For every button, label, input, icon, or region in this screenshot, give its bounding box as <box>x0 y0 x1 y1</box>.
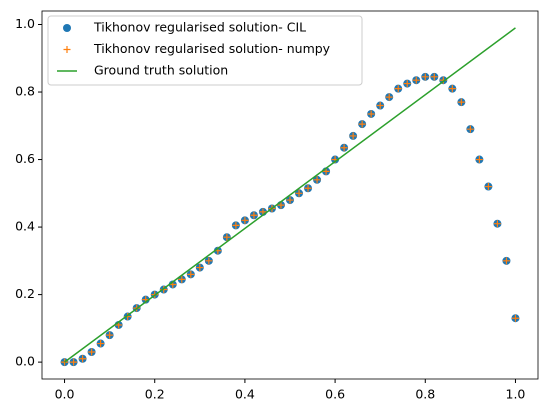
point <box>493 220 501 228</box>
axes-frame <box>41 10 539 380</box>
y-tick-label: 0.0 <box>15 354 35 369</box>
point <box>484 183 492 191</box>
legend-swatch <box>63 46 71 53</box>
point <box>187 270 195 278</box>
point <box>286 196 294 204</box>
point <box>295 189 303 197</box>
point <box>349 132 357 140</box>
point <box>97 340 105 348</box>
legend-label: Ground truth solution <box>94 63 228 78</box>
point <box>88 348 96 356</box>
point <box>304 184 312 192</box>
x-tick-label: 0.2 <box>145 387 165 402</box>
x-tick-label: 0.0 <box>55 387 75 402</box>
point <box>385 93 393 101</box>
legend: Tikhonov regularised solution- CIL Tikhon… <box>47 15 363 86</box>
point <box>340 144 348 152</box>
x-tick-label: 0.6 <box>325 387 345 402</box>
point <box>403 80 411 88</box>
point <box>430 73 438 81</box>
point <box>511 314 519 322</box>
y-tick-label: 0.8 <box>15 84 35 99</box>
point <box>466 125 474 133</box>
y-tick-label: 1.0 <box>15 16 35 31</box>
point <box>457 98 465 106</box>
point <box>241 216 249 224</box>
point <box>178 275 186 283</box>
point <box>376 102 384 110</box>
legend-swatch <box>63 24 71 32</box>
point <box>277 201 285 209</box>
point <box>223 233 231 241</box>
x-tick-label: 1.0 <box>506 387 526 402</box>
line <box>64 27 516 363</box>
point <box>205 257 213 265</box>
point <box>502 257 510 265</box>
point <box>70 358 78 366</box>
y-tick-label: 0.6 <box>15 151 35 166</box>
point <box>196 264 204 272</box>
x-tick-label: 0.4 <box>235 387 255 402</box>
point <box>313 176 321 184</box>
point <box>367 110 375 118</box>
legend-label: Tikhonov regularised solution- numpy <box>93 41 331 56</box>
legend-box <box>47 15 363 86</box>
point <box>475 156 483 164</box>
y-tick-label: 0.4 <box>15 219 35 234</box>
point <box>394 85 402 93</box>
point <box>358 120 366 128</box>
point <box>106 331 114 339</box>
legend-label: Tikhonov regularised solution- CIL <box>93 20 306 35</box>
point <box>448 85 456 93</box>
y-tick-label: 0.2 <box>15 286 35 301</box>
point <box>250 211 258 219</box>
point <box>79 355 87 363</box>
x-tick-label: 0.8 <box>415 387 435 402</box>
point <box>421 73 429 81</box>
point <box>232 221 240 229</box>
point <box>412 76 420 84</box>
